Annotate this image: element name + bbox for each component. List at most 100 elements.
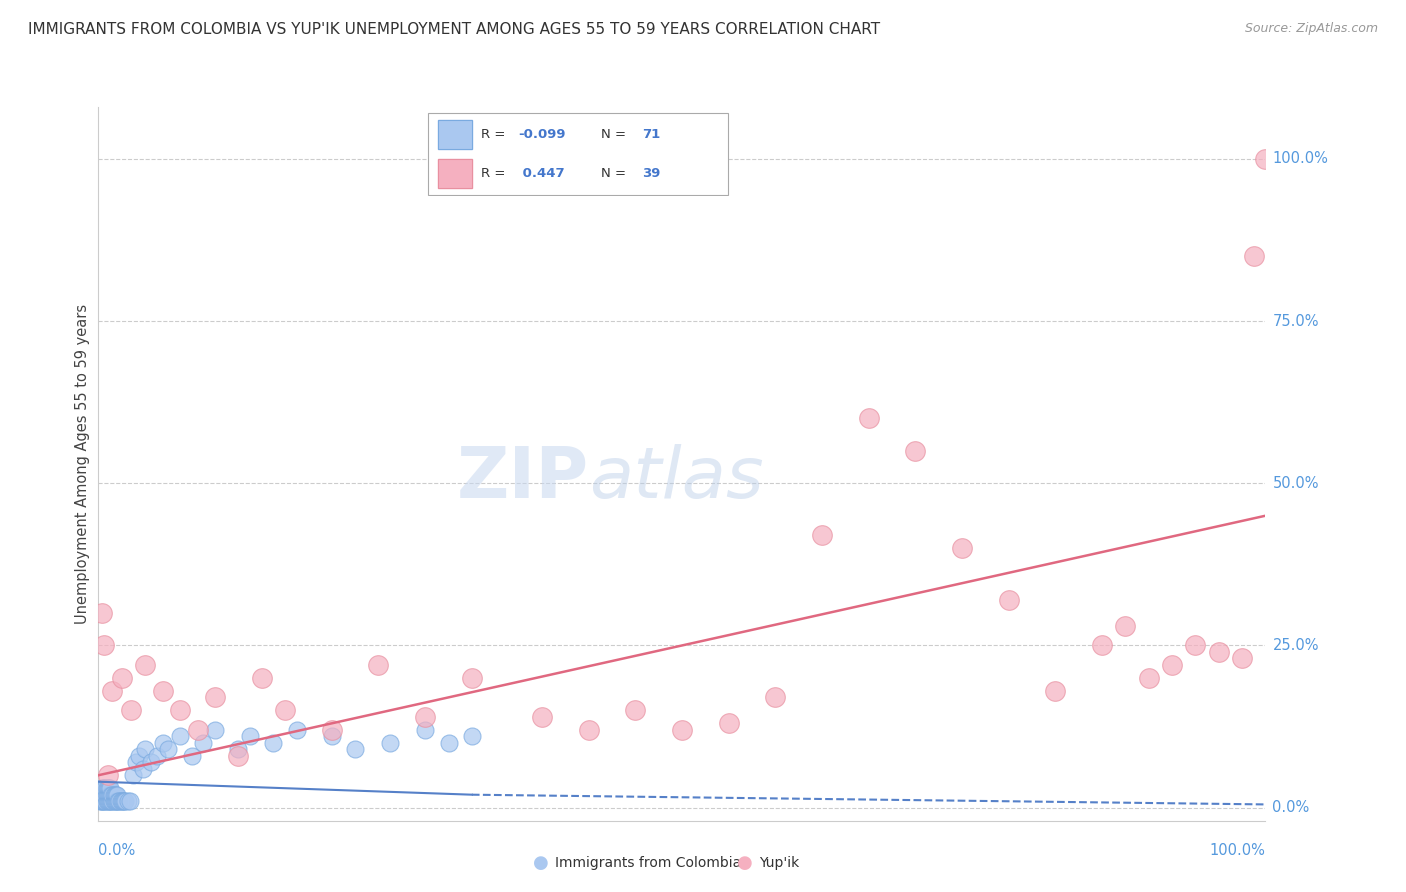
Point xyxy=(717,716,740,731)
Point xyxy=(97,788,120,802)
Point xyxy=(1091,639,1114,653)
Text: 39: 39 xyxy=(641,167,659,180)
Text: 0.447: 0.447 xyxy=(517,167,565,180)
Text: R =: R = xyxy=(481,128,509,141)
Point xyxy=(321,723,343,737)
Point xyxy=(90,788,112,802)
Point xyxy=(250,671,273,685)
Point xyxy=(461,729,484,743)
Point xyxy=(204,723,226,737)
Point xyxy=(94,788,117,802)
Point xyxy=(997,593,1019,607)
Point xyxy=(274,703,297,717)
Point xyxy=(97,794,120,808)
Point xyxy=(97,788,120,802)
Point xyxy=(1114,619,1136,633)
Point xyxy=(104,794,127,808)
Point xyxy=(112,794,135,808)
Point xyxy=(157,742,180,756)
Point xyxy=(97,781,120,796)
Point xyxy=(90,794,112,808)
Point xyxy=(1254,152,1277,166)
Point xyxy=(134,657,156,672)
Point xyxy=(1243,249,1265,263)
Point xyxy=(530,710,553,724)
Point xyxy=(96,788,118,802)
Point xyxy=(146,748,169,763)
Point xyxy=(128,748,150,763)
Y-axis label: Unemployment Among Ages 55 to 59 years: Unemployment Among Ages 55 to 59 years xyxy=(75,304,90,624)
Point xyxy=(98,788,121,802)
Point xyxy=(97,781,120,796)
Point xyxy=(1208,645,1230,659)
Text: ZIP: ZIP xyxy=(457,443,589,513)
Point xyxy=(111,671,134,685)
Text: IMMIGRANTS FROM COLOMBIA VS YUP'IK UNEMPLOYMENT AMONG AGES 55 TO 59 YEARS CORREL: IMMIGRANTS FROM COLOMBIA VS YUP'IK UNEMP… xyxy=(28,22,880,37)
Text: 71: 71 xyxy=(641,128,659,141)
Point xyxy=(90,606,112,620)
Point xyxy=(321,729,343,743)
Point xyxy=(91,788,114,802)
Point xyxy=(169,703,191,717)
Point xyxy=(132,762,155,776)
Point xyxy=(111,794,134,808)
Bar xyxy=(437,159,471,188)
Text: ●: ● xyxy=(533,855,550,872)
Point xyxy=(1045,684,1067,698)
Point xyxy=(93,788,115,802)
Point xyxy=(89,794,111,808)
Point xyxy=(118,794,141,808)
Point xyxy=(671,723,693,737)
Point xyxy=(125,756,148,770)
Point xyxy=(180,748,202,763)
Point xyxy=(91,794,114,808)
Point xyxy=(152,736,174,750)
Text: Yup'ik: Yup'ik xyxy=(759,856,800,871)
Point xyxy=(100,794,122,808)
Point xyxy=(1230,651,1253,665)
Point xyxy=(858,411,880,425)
Point xyxy=(96,781,118,796)
Point xyxy=(228,742,250,756)
Point xyxy=(120,703,142,717)
Text: Source: ZipAtlas.com: Source: ZipAtlas.com xyxy=(1244,22,1378,36)
Bar xyxy=(437,120,471,149)
Text: 100.0%: 100.0% xyxy=(1209,843,1265,858)
Point xyxy=(624,703,647,717)
Point xyxy=(93,639,115,653)
Point xyxy=(90,794,112,808)
Point xyxy=(204,690,226,705)
Point xyxy=(94,794,117,808)
Point xyxy=(103,788,125,802)
Point xyxy=(344,742,367,756)
Point xyxy=(96,794,118,808)
Point xyxy=(413,723,436,737)
Point xyxy=(108,794,131,808)
FancyBboxPatch shape xyxy=(429,113,728,194)
Text: Immigrants from Colombia: Immigrants from Colombia xyxy=(555,856,741,871)
Text: 25.0%: 25.0% xyxy=(1272,638,1319,653)
Point xyxy=(228,748,250,763)
Text: N =: N = xyxy=(602,167,631,180)
Point xyxy=(1184,639,1206,653)
Point xyxy=(578,723,600,737)
Text: atlas: atlas xyxy=(589,443,763,513)
Point xyxy=(105,794,128,808)
Point xyxy=(437,736,460,750)
Text: R =: R = xyxy=(481,167,509,180)
Point xyxy=(117,794,139,808)
Text: 75.0%: 75.0% xyxy=(1272,314,1319,328)
Point xyxy=(152,684,174,698)
Point xyxy=(104,788,127,802)
Point xyxy=(100,788,122,802)
Point xyxy=(93,794,115,808)
Point xyxy=(122,768,145,782)
Point xyxy=(139,756,162,770)
Point xyxy=(193,736,215,750)
Point xyxy=(107,794,129,808)
Point xyxy=(98,794,121,808)
Point xyxy=(1137,671,1160,685)
Point xyxy=(285,723,308,737)
Point xyxy=(101,684,124,698)
Point xyxy=(763,690,786,705)
